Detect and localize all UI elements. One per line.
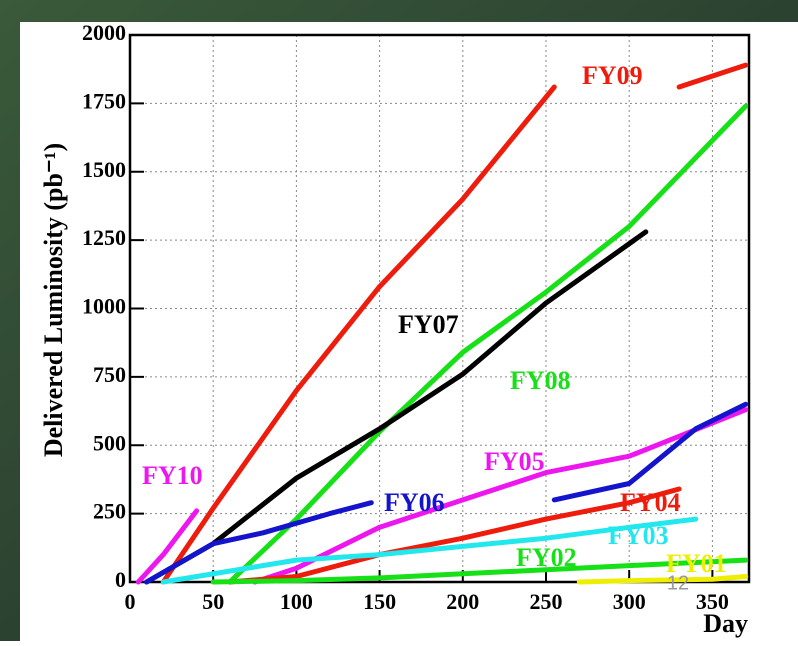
chart: Delivered Luminosity (pb⁻¹) Day 05010015… bbox=[0, 0, 798, 641]
y-tick-label: 2000 bbox=[82, 20, 126, 45]
series-label: FY09 bbox=[582, 61, 643, 90]
y-tick-label: 500 bbox=[93, 430, 126, 455]
series-label: FY05 bbox=[484, 447, 545, 476]
x-tick-label: 0 bbox=[125, 589, 136, 614]
y-tick-label: 1000 bbox=[82, 294, 126, 319]
x-tick-label: 300 bbox=[613, 589, 646, 614]
series-label: FY07 bbox=[398, 310, 459, 339]
y-tick-label: 250 bbox=[93, 499, 126, 524]
x-tick-label: 200 bbox=[446, 589, 479, 614]
series-label: FY08 bbox=[510, 366, 571, 395]
x-tick-label: 100 bbox=[280, 589, 313, 614]
series-label: FY02 bbox=[516, 543, 577, 572]
page-number: 12 bbox=[667, 572, 689, 594]
x-tick-label: 50 bbox=[202, 589, 224, 614]
y-tick-label: 1750 bbox=[82, 88, 126, 113]
page: {"page_number": "12", "chart_data": {"ty… bbox=[0, 0, 798, 641]
x-tick-label: 150 bbox=[363, 589, 396, 614]
x-tick-label: 350 bbox=[696, 589, 729, 614]
y-tick-label: 0 bbox=[115, 567, 126, 592]
y-tick-label: 1250 bbox=[82, 225, 126, 250]
series-label: FY10 bbox=[142, 461, 203, 490]
y-tick-label: 1500 bbox=[82, 157, 126, 182]
series-label: FY04 bbox=[620, 488, 681, 517]
series-label: FY06 bbox=[384, 488, 445, 517]
y-axis-label: Delivered Luminosity (pb⁻¹) bbox=[39, 143, 68, 457]
y-tick-label: 750 bbox=[93, 362, 126, 387]
series-label: FY03 bbox=[608, 521, 669, 550]
x-tick-label: 250 bbox=[529, 589, 562, 614]
